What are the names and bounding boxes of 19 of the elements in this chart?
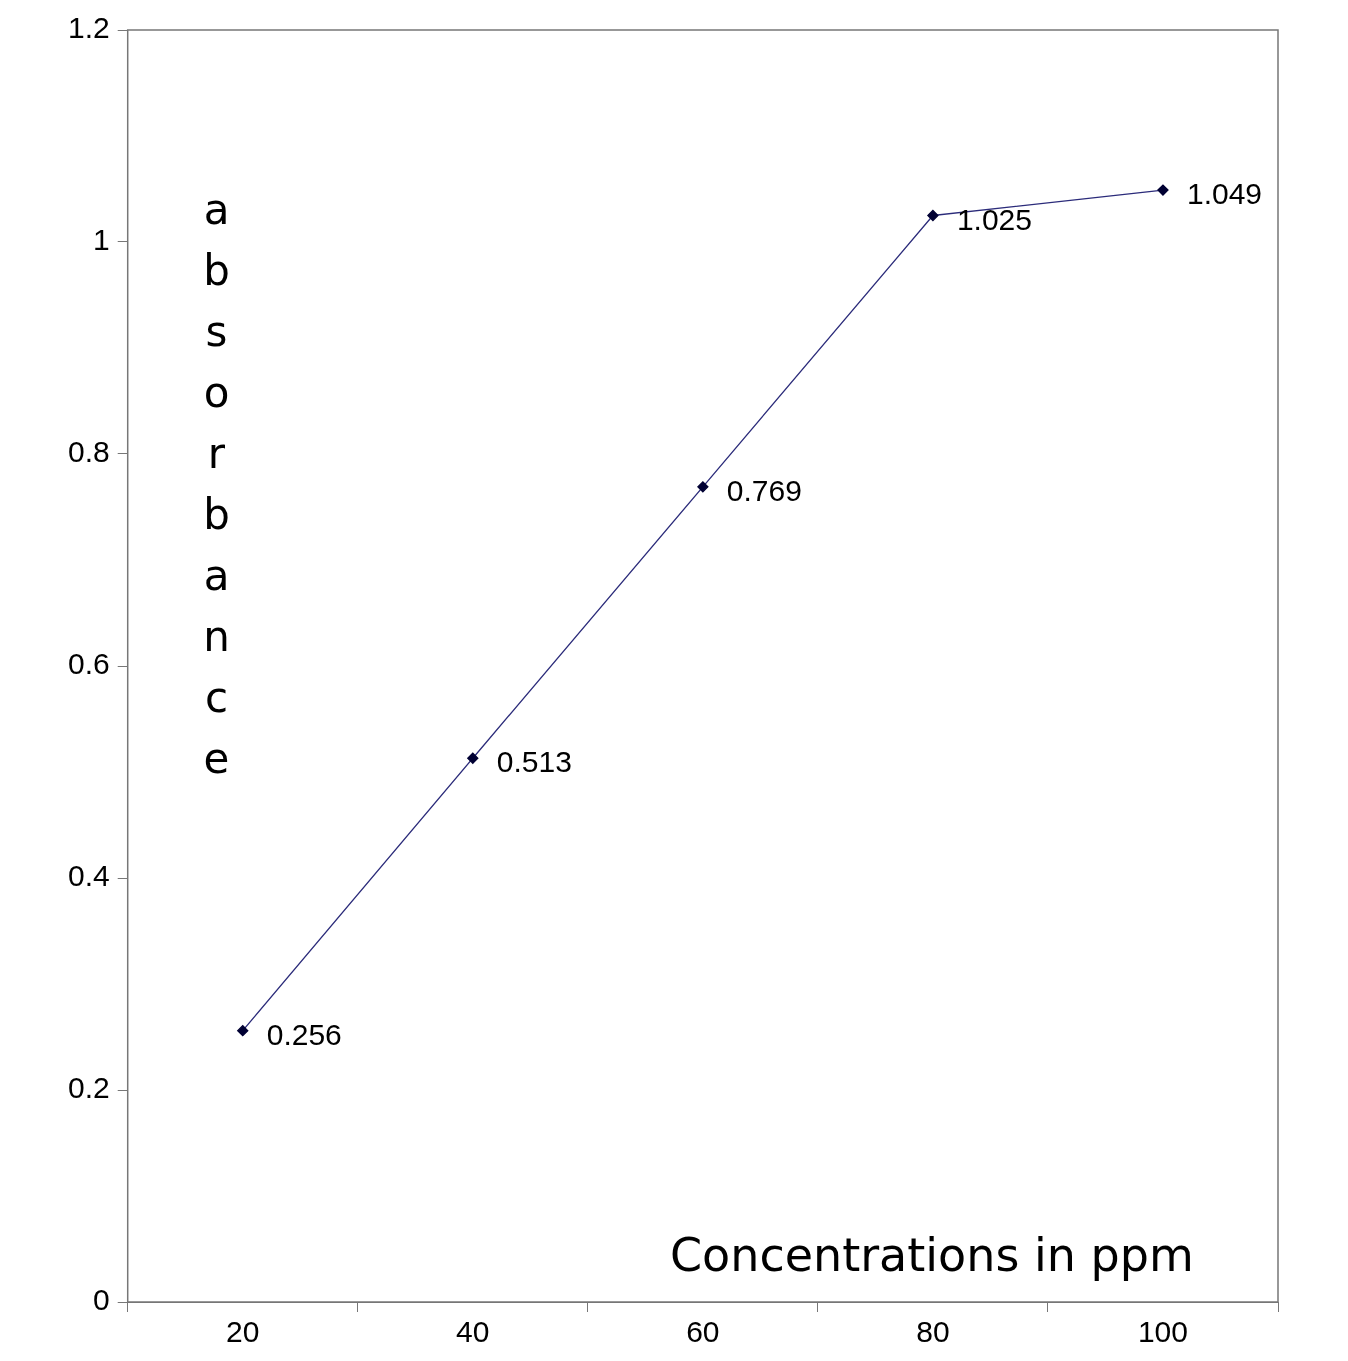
data-label: 0.256 xyxy=(266,1017,342,1051)
y-axis-title: absorbance xyxy=(192,185,241,795)
y-tick-label: 0.8 xyxy=(67,435,110,469)
y-tick-label: 0 xyxy=(93,1283,110,1317)
x-tick-label: 60 xyxy=(686,1315,720,1349)
data-label: 1.025 xyxy=(956,202,1032,236)
y-tick-label: 0.6 xyxy=(67,647,110,681)
x-tick-label: 80 xyxy=(916,1315,950,1349)
x-tick-label: 20 xyxy=(226,1315,260,1349)
y-tick-label: 1.2 xyxy=(67,11,110,45)
data-label: 1.049 xyxy=(1186,177,1263,211)
y-tick-label: 0.2 xyxy=(67,1071,110,1105)
y-tick-label: 0.4 xyxy=(67,859,110,893)
y-tick-label: 1 xyxy=(93,223,110,257)
x-axis-title: Concentrations in ppm xyxy=(670,1228,1194,1282)
x-tick-label: 100 xyxy=(1137,1315,1188,1349)
data-label: 0.513 xyxy=(496,745,572,779)
x-tick-label: 40 xyxy=(456,1315,490,1349)
data-label: 0.769 xyxy=(726,474,802,508)
